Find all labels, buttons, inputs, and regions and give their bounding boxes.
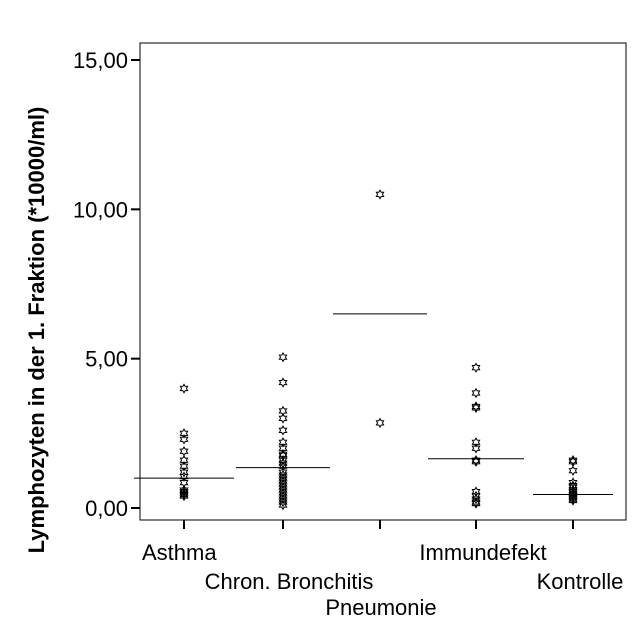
median-lines bbox=[134, 313, 613, 496]
x-category-label: Pneumonie bbox=[325, 595, 436, 620]
data-point bbox=[278, 499, 288, 511]
data-point bbox=[179, 490, 189, 502]
y-tick-label: 15,00 bbox=[73, 48, 128, 73]
data-point bbox=[568, 465, 578, 476]
data-point bbox=[278, 425, 288, 436]
data-point bbox=[471, 402, 481, 414]
x-category-label: Immundefekt bbox=[419, 540, 546, 565]
data-point bbox=[179, 486, 189, 497]
data-point bbox=[179, 471, 189, 482]
y-tick-label: 10,00 bbox=[73, 197, 128, 222]
y-axis: 0,00 5,00 10,00 15,00 bbox=[73, 48, 140, 521]
data-point bbox=[568, 492, 578, 503]
data-point bbox=[471, 455, 481, 466]
data-point bbox=[179, 466, 189, 478]
data-point bbox=[179, 434, 189, 445]
y-tick-label: 0,00 bbox=[85, 496, 128, 521]
data-point bbox=[278, 493, 288, 505]
data-point bbox=[471, 443, 481, 454]
data-point bbox=[278, 351, 288, 363]
data-point bbox=[471, 498, 481, 509]
x-category-label: Chron. Bronchitis bbox=[205, 569, 374, 594]
data-point bbox=[179, 446, 189, 457]
plot-area bbox=[139, 42, 627, 521]
data-point bbox=[179, 455, 189, 466]
data-point bbox=[471, 456, 481, 467]
data-point bbox=[471, 387, 481, 399]
x-category-label: Kontrolle bbox=[537, 569, 624, 594]
data-point bbox=[278, 496, 288, 508]
data-point bbox=[179, 484, 189, 496]
data-point bbox=[471, 496, 481, 508]
data-point bbox=[179, 428, 189, 439]
y-axis-title: Lymphozyten in der 1. Fraktion (*10000/m… bbox=[24, 107, 49, 554]
data-point bbox=[568, 495, 578, 506]
data-point bbox=[179, 460, 189, 472]
data-point bbox=[568, 455, 578, 466]
data-point bbox=[278, 437, 288, 448]
y-tick-label: 5,00 bbox=[85, 347, 128, 372]
data-point bbox=[568, 489, 578, 500]
data-point bbox=[375, 189, 385, 200]
data-point bbox=[471, 437, 481, 448]
data-point bbox=[179, 487, 189, 499]
data-point bbox=[375, 417, 385, 429]
data-point bbox=[179, 489, 189, 500]
x-category-label: Asthma bbox=[142, 540, 217, 565]
data-point bbox=[278, 455, 288, 466]
data-point bbox=[471, 362, 481, 373]
data-point bbox=[179, 383, 189, 394]
data-point bbox=[278, 413, 288, 424]
data-point bbox=[568, 493, 578, 505]
data-point bbox=[278, 377, 288, 388]
data-point bbox=[471, 493, 481, 505]
data-points bbox=[179, 189, 578, 511]
data-point bbox=[471, 401, 481, 412]
data-point bbox=[568, 490, 578, 502]
